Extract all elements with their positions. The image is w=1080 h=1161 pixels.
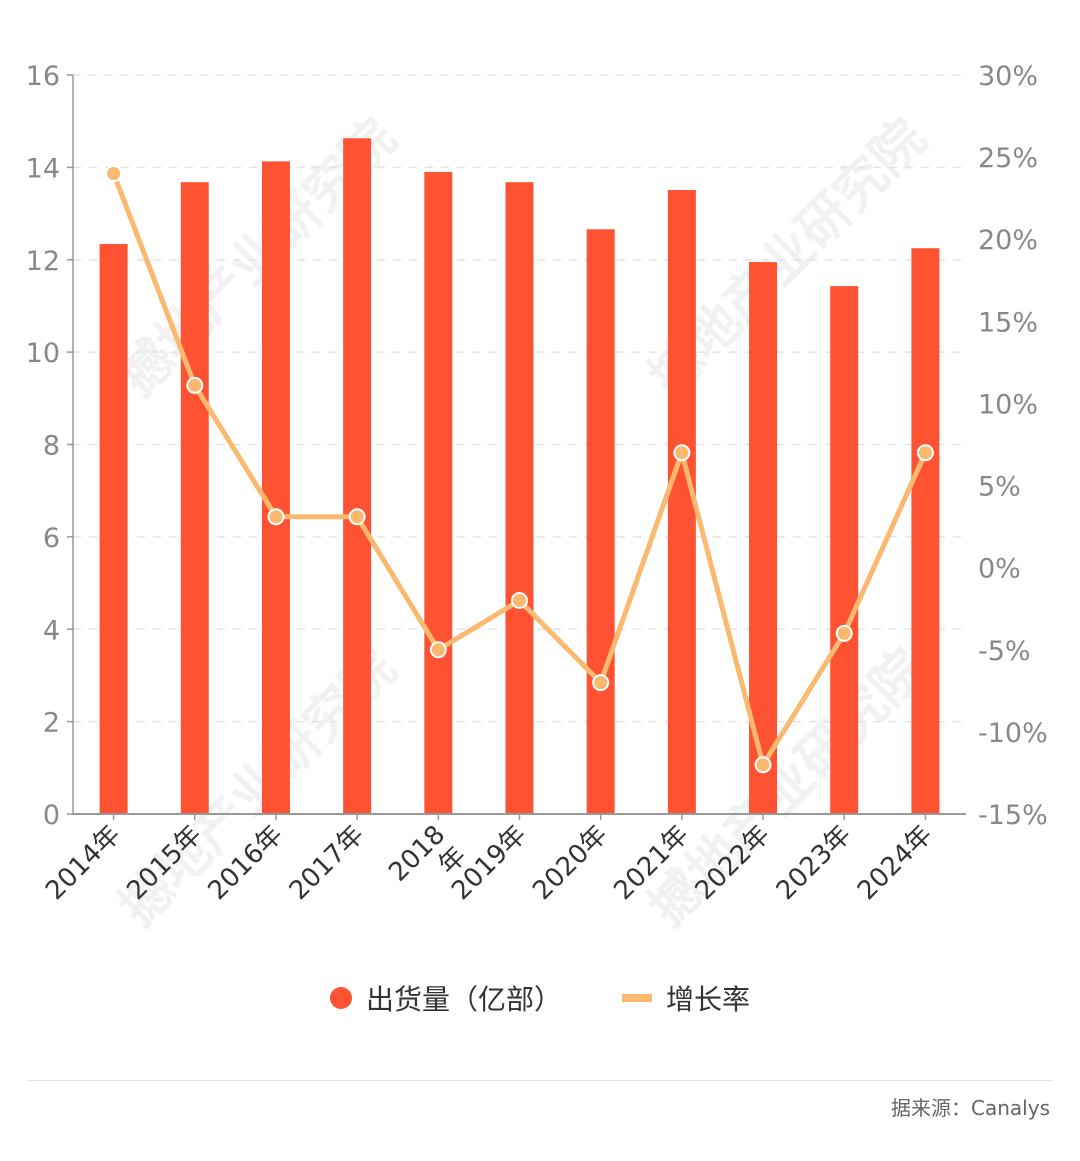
- svg-text:15%: 15%: [978, 307, 1038, 338]
- svg-text:8: 8: [43, 431, 60, 462]
- line-point[interactable]: [592, 674, 610, 692]
- gridlines: [73, 74, 966, 723]
- line-point[interactable]: [186, 376, 204, 394]
- line-point[interactable]: [511, 592, 528, 610]
- svg-text:30%: 30%: [978, 61, 1038, 92]
- svg-text:14: 14: [26, 153, 60, 184]
- svg-text:-15%: -15%: [978, 800, 1048, 831]
- svg-text:-10%: -10%: [978, 718, 1048, 749]
- svg-text:0%: 0%: [978, 554, 1021, 585]
- line-point[interactable]: [429, 641, 447, 659]
- line-point[interactable]: [348, 508, 366, 526]
- bar[interactable]: [667, 190, 696, 814]
- legend-label-shipments: 出货量（亿部）: [365, 983, 562, 1016]
- svg-text:12: 12: [26, 246, 60, 277]
- bar[interactable]: [424, 171, 453, 814]
- svg-text:10%: 10%: [978, 389, 1038, 420]
- svg-text:2: 2: [43, 708, 60, 739]
- svg-text:20%: 20%: [978, 225, 1038, 256]
- svg-text:4: 4: [43, 615, 60, 646]
- legend-item-growth[interactable]: 增长率: [622, 978, 750, 1018]
- svg-text:5%: 5%: [978, 472, 1021, 503]
- svg-text:2020年: 2020年: [527, 820, 613, 906]
- line-point[interactable]: [267, 508, 285, 526]
- line-point[interactable]: [105, 165, 123, 183]
- right-axis-ticks: -15% -10% -5% 0% 5% 10% 15% 20% 25% 30%: [978, 61, 1048, 831]
- bar[interactable]: [586, 229, 615, 815]
- legend-line-icon: [622, 994, 652, 1002]
- bar[interactable]: [911, 248, 940, 814]
- bar[interactable]: [99, 244, 128, 814]
- line-series: [105, 165, 934, 774]
- svg-text:10: 10: [26, 338, 60, 369]
- svg-text:2017年: 2017年: [284, 820, 370, 906]
- svg-text:6: 6: [43, 523, 60, 554]
- footer-divider: [28, 1080, 1052, 1081]
- line-point[interactable]: [835, 624, 853, 642]
- legend-label-growth: 增长率: [666, 983, 751, 1016]
- bar-series: [99, 138, 940, 815]
- left-axis-ticks: 0 2 4 6 8 10 12 14 16: [26, 61, 60, 831]
- line-point[interactable]: [673, 444, 691, 462]
- bar[interactable]: [343, 138, 372, 815]
- bar[interactable]: [505, 182, 534, 814]
- legend: 出货量（亿部） 增长率: [0, 978, 1080, 1018]
- legend-item-shipments[interactable]: 出货量（亿部）: [329, 978, 562, 1018]
- svg-text:0: 0: [43, 800, 60, 831]
- svg-text:-5%: -5%: [978, 636, 1031, 667]
- svg-text:16: 16: [26, 61, 60, 92]
- line-point[interactable]: [754, 756, 772, 774]
- bar[interactable]: [261, 161, 290, 815]
- bar[interactable]: [180, 182, 209, 814]
- legend-dot-icon: [329, 987, 352, 1009]
- line-point[interactable]: [916, 444, 934, 462]
- source-note: 据来源：Canalys: [891, 1096, 1050, 1120]
- svg-text:25%: 25%: [978, 143, 1038, 174]
- axes: [67, 74, 966, 820]
- svg-text:2024年: 2024年: [852, 820, 938, 906]
- bar[interactable]: [830, 286, 859, 814]
